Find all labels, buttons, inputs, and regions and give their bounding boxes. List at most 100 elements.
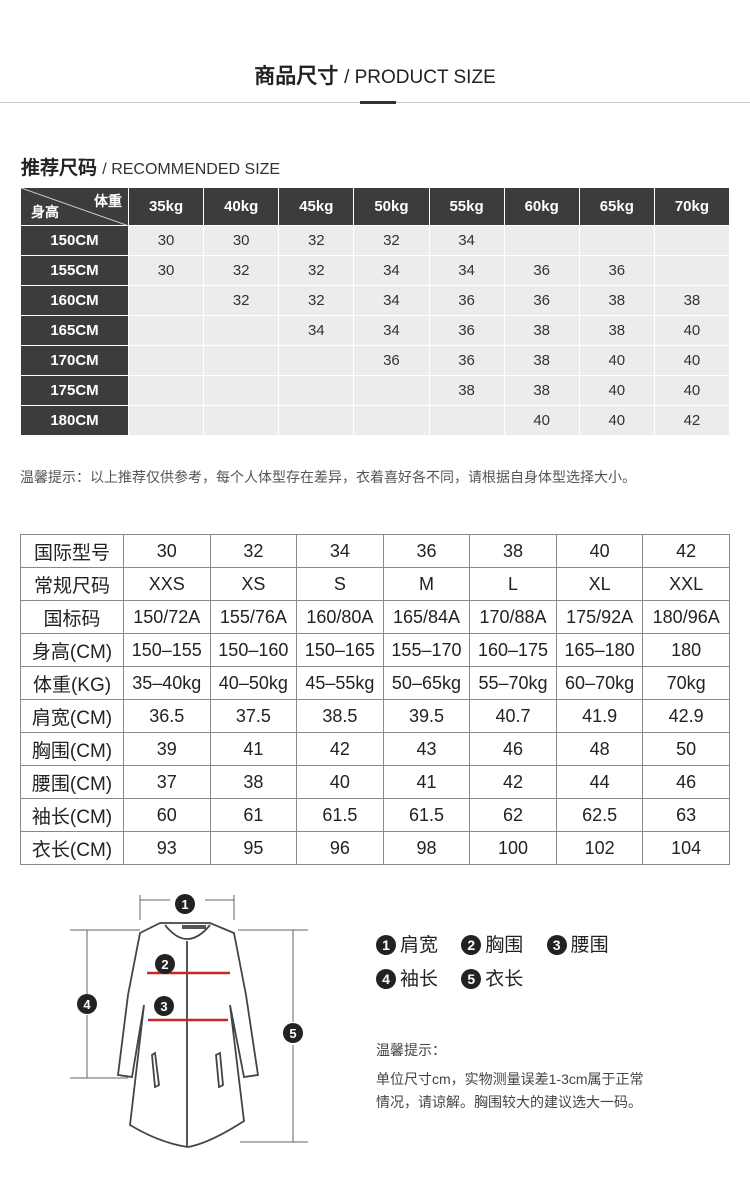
size-cell: 30 (127, 255, 205, 286)
size-cell: 34 (353, 315, 430, 346)
spec-cell: 150–165 (296, 633, 384, 667)
spec-cell: 46 (469, 732, 557, 766)
spec-cell: 150/72A (123, 600, 211, 634)
tip-title: 温馨提示： (376, 1042, 446, 1058)
size-cell (127, 375, 205, 406)
coat-diagram: 1 2 3 4 5 (70, 894, 308, 1148)
size-cell: 40 (653, 345, 731, 376)
legend-length: 5 衣长 (461, 969, 523, 990)
spec-cell: 40–50kg (209, 666, 298, 700)
spec-cell: 50 (642, 732, 730, 766)
spec-cell: 38.5 (296, 699, 384, 733)
spec-cell: S (296, 567, 384, 601)
size-cell: 36 (428, 345, 505, 376)
spec-cell: 93 (123, 831, 211, 865)
table-row: 体重(KG) 35–40kg 40–50kg 45–55kg 50–65kg 55–70k… (20, 666, 730, 700)
spec-cell: 42.9 (642, 699, 730, 733)
size-cell: 36 (578, 255, 655, 286)
row-label: 衣长(CM) (20, 831, 124, 865)
row-label: 国际型号 (20, 534, 124, 568)
row-label: 体重(KG) (20, 666, 124, 700)
spec-cell: 98 (382, 831, 471, 865)
row-label: 袖长(CM) (20, 798, 124, 832)
recommendation-note: 温馨提示：以上推荐仅供参考，每个人体型存在差异，衣着喜好各不同，请根据自身体型选… (20, 469, 636, 485)
table-row: 肩宽(CM) 36.5 37.5 38.5 39.5 40.7 41.9 42.9 (20, 699, 730, 733)
spec-cell: 165/84A (382, 600, 471, 634)
table-row: 160CM 32 32 34 36 36 38 38 (20, 285, 731, 316)
spec-cell: 61.5 (382, 798, 471, 832)
recommended-title: 推荐尺码 / RECOMMENDED SIZE (21, 153, 280, 180)
number-icon: 4 (376, 969, 396, 989)
spec-cell: 38 (469, 534, 557, 568)
size-cell (578, 225, 655, 256)
number-icon: 1 (376, 935, 396, 955)
spec-cell: 32 (209, 534, 298, 568)
size-cell: 40 (653, 315, 731, 346)
spec-cell: 155–170 (382, 633, 471, 667)
height-header: 170CM (20, 345, 129, 376)
size-cell (353, 405, 430, 436)
spec-cell: 35–40kg (123, 666, 211, 700)
corner-weight-label: 体重 (94, 193, 122, 209)
size-cell: 34 (353, 255, 430, 286)
row-label: 常规尺码 (20, 567, 124, 601)
size-cell: 40 (578, 405, 655, 436)
marker-3: 3 (160, 999, 167, 1014)
size-spec-table: 国际型号 30 32 34 36 38 40 42 常规尺码 XXS XS S M L XL XXL 国标码 15… (20, 534, 730, 865)
size-cell: 40 (503, 405, 580, 436)
number-icon: 5 (461, 969, 482, 989)
size-cell (278, 375, 355, 406)
legend-chest: 2 胸围 (461, 935, 523, 956)
legend-sleeve: 4 袖长 (376, 969, 438, 990)
table-row: 衣长(CM) 93 95 96 98 100 102 104 (20, 831, 730, 865)
spec-cell: 180 (642, 633, 730, 667)
spec-cell: 39 (123, 732, 211, 766)
spec-cell: 96 (296, 831, 384, 865)
table-row: 胸围(CM) 39 41 42 43 46 48 50 (20, 732, 730, 766)
size-cell (653, 255, 731, 286)
spec-cell: 62 (469, 798, 557, 832)
size-cell: 36 (503, 255, 580, 286)
table-row: 袖长(CM) 60 61 61.5 61.5 62 62.5 63 (20, 798, 730, 832)
height-header: 150CM (20, 225, 129, 256)
table-row: 180CM 40 40 42 (20, 405, 731, 436)
spec-cell: 36.5 (123, 699, 211, 733)
table-row: 175CM 38 38 40 40 (20, 375, 731, 406)
spec-cell: XL (555, 567, 644, 601)
corner-header: 体重 身高 (20, 187, 129, 226)
size-cell: 38 (503, 375, 580, 406)
weight-header: 35kg (127, 187, 205, 226)
legend-row-2: 4 袖长 5 衣长 (376, 964, 541, 991)
spec-cell: 44 (555, 765, 644, 799)
spec-cell: 160/80A (296, 600, 384, 634)
marker-4: 4 (83, 997, 91, 1012)
legend-waist: 3 腰围 (546, 935, 609, 956)
spec-cell: 45–55kg (296, 666, 384, 700)
height-header: 180CM (20, 405, 129, 436)
weight-header: 60kg (503, 187, 580, 226)
size-cell: 42 (653, 405, 731, 436)
size-cell (278, 405, 355, 436)
size-cell: 38 (578, 315, 655, 346)
spec-cell: 39.5 (382, 699, 471, 733)
weight-header: 70kg (653, 187, 731, 226)
spec-cell: 150–160 (209, 633, 298, 667)
spec-cell: 42 (296, 732, 384, 766)
size-cell: 40 (578, 375, 655, 406)
spec-cell: 55–70kg (469, 666, 557, 700)
spec-cell: 42 (642, 534, 730, 568)
divider-accent (360, 101, 396, 104)
spec-cell: L (469, 567, 557, 601)
size-cell: 36 (428, 315, 505, 346)
size-cell: 36 (353, 345, 430, 376)
spec-cell: 95 (209, 831, 298, 865)
legend-row-1: 1 肩宽 2 胸围 3 腰围 (376, 930, 627, 957)
row-label: 腰围(CM) (20, 765, 124, 799)
size-cell: 38 (428, 375, 505, 406)
spec-cell: 150–155 (123, 633, 211, 667)
spec-cell: 41.9 (555, 699, 644, 733)
weight-header: 50kg (353, 187, 430, 226)
marker-2: 2 (161, 957, 168, 972)
size-cell: 40 (653, 375, 731, 406)
size-cell (127, 405, 205, 436)
